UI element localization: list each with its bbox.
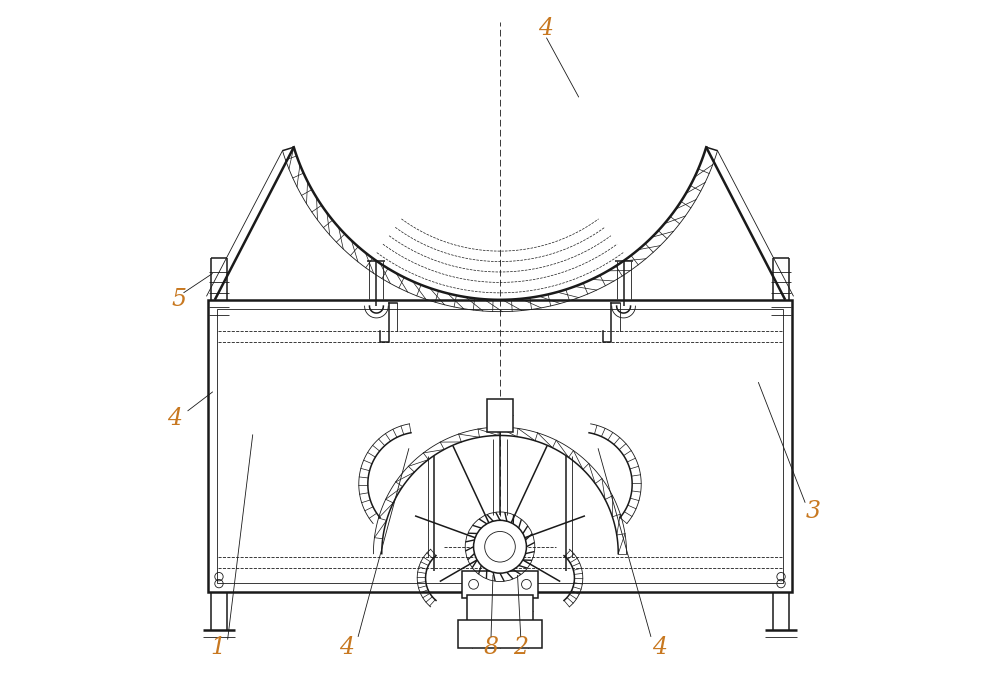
Bar <box>487 399 513 432</box>
Circle shape <box>474 521 526 573</box>
Text: 1: 1 <box>211 636 226 659</box>
Bar <box>467 595 533 623</box>
Bar <box>462 571 538 597</box>
Text: 8: 8 <box>483 636 498 659</box>
Bar <box>458 620 542 648</box>
Bar <box>208 300 792 592</box>
Circle shape <box>485 531 515 562</box>
Text: 3: 3 <box>806 500 821 523</box>
Bar <box>217 309 783 583</box>
Text: 4: 4 <box>538 17 553 40</box>
Text: 2: 2 <box>513 636 528 659</box>
Text: 4: 4 <box>339 636 354 659</box>
Text: 4: 4 <box>652 636 667 659</box>
Text: 4: 4 <box>167 406 182 429</box>
Text: 5: 5 <box>171 289 186 312</box>
